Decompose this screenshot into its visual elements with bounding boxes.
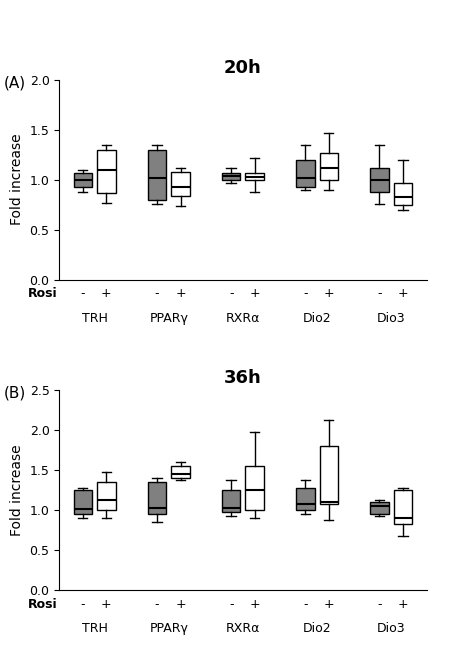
Text: RXRα: RXRα	[226, 312, 260, 325]
Text: Dio3: Dio3	[377, 622, 406, 635]
PathPatch shape	[97, 482, 116, 510]
PathPatch shape	[148, 482, 166, 514]
Text: TRH: TRH	[82, 312, 108, 325]
PathPatch shape	[319, 446, 338, 504]
PathPatch shape	[73, 490, 92, 514]
PathPatch shape	[394, 183, 412, 205]
Title: 36h: 36h	[224, 369, 262, 387]
PathPatch shape	[222, 490, 240, 512]
PathPatch shape	[370, 168, 389, 192]
PathPatch shape	[222, 172, 240, 180]
PathPatch shape	[370, 502, 389, 514]
PathPatch shape	[296, 160, 315, 187]
Text: (B): (B)	[4, 386, 27, 401]
PathPatch shape	[246, 172, 264, 180]
Text: (A): (A)	[4, 76, 26, 91]
PathPatch shape	[394, 490, 412, 524]
PathPatch shape	[296, 489, 315, 510]
PathPatch shape	[73, 172, 92, 187]
Text: Dio3: Dio3	[377, 312, 406, 325]
Title: 20h: 20h	[224, 58, 262, 77]
Text: Dio2: Dio2	[303, 312, 331, 325]
Text: PPARγ: PPARγ	[149, 622, 188, 635]
Y-axis label: Fold increase: Fold increase	[10, 134, 24, 225]
PathPatch shape	[319, 152, 338, 180]
PathPatch shape	[171, 172, 190, 196]
PathPatch shape	[97, 150, 116, 193]
Y-axis label: Fold increase: Fold increase	[10, 444, 24, 536]
Text: RXRα: RXRα	[226, 622, 260, 635]
Text: Dio2: Dio2	[303, 622, 331, 635]
Text: TRH: TRH	[82, 622, 108, 635]
PathPatch shape	[246, 466, 264, 510]
PathPatch shape	[148, 150, 166, 200]
PathPatch shape	[171, 466, 190, 478]
Text: Rosi: Rosi	[28, 287, 57, 300]
Text: Rosi: Rosi	[28, 597, 57, 611]
Text: PPARγ: PPARγ	[149, 312, 188, 325]
